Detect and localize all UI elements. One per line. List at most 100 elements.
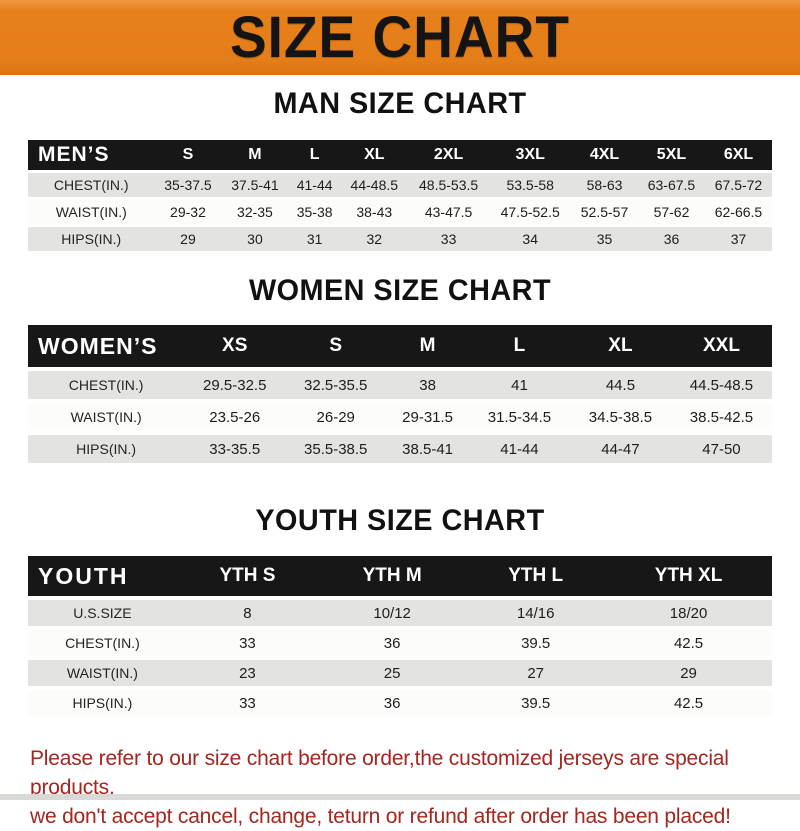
table-corner-label: WOMEN’S — [28, 325, 185, 367]
size-column-header: M — [386, 325, 469, 367]
size-value-cell: 44.5-48.5 — [670, 371, 772, 399]
size-value-cell: 27 — [466, 660, 606, 686]
size-value-cell: 42.5 — [605, 630, 772, 656]
size-column-header: L — [468, 325, 570, 367]
size-column-header: S — [154, 140, 222, 170]
size-value-cell: 44-47 — [569, 435, 671, 463]
size-value-cell: 36 — [637, 227, 705, 251]
size-column-header: YTH L — [466, 556, 606, 596]
size-value-cell: 29.5-32.5 — [184, 371, 286, 399]
size-value-cell: 41 — [468, 371, 570, 399]
size-value-cell: 33 — [176, 630, 319, 656]
row-label: WAIST(IN.) — [28, 660, 177, 686]
size-value-cell: 14/16 — [466, 600, 606, 626]
size-value-cell: 44.5 — [569, 371, 671, 399]
size-value-cell: 53.5-58 — [489, 173, 571, 197]
size-value-cell: 62-66.5 — [704, 200, 772, 224]
table-row: WAIST(IN.) 23 25 27 29 — [28, 660, 772, 686]
size-column-header: XL — [340, 140, 408, 170]
size-column-header: XS — [184, 325, 286, 367]
size-value-cell: 35-38 — [288, 200, 341, 224]
size-column-header: M — [221, 140, 289, 170]
size-value-cell: 38 — [386, 371, 469, 399]
row-label: CHEST(IN.) — [28, 630, 177, 656]
table-row: CHEST(IN.) 33 36 39.5 42.5 — [28, 630, 772, 656]
size-value-cell: 44-48.5 — [340, 173, 408, 197]
size-value-cell: 31.5-34.5 — [468, 403, 570, 431]
table-header-row: YOUTH YTH S YTH M YTH L YTH XL — [28, 556, 772, 596]
size-value-cell: 8 — [176, 600, 319, 626]
youth-size-table: YOUTH YTH S YTH M YTH L YTH XL U.S.SIZE 8 10/12… — [28, 552, 772, 720]
row-label: WAIST(IN.) — [28, 403, 185, 431]
women-section-heading: WOMEN SIZE CHART — [248, 274, 552, 307]
size-value-cell: 29-31.5 — [386, 403, 469, 431]
size-value-cell: 35 — [571, 227, 638, 251]
size-value-cell: 32 — [340, 227, 408, 251]
size-value-cell: 58-63 — [571, 173, 638, 197]
table-row: HIPS(IN.) 29 30 31 32 33 34 35 36 37 — [28, 227, 772, 251]
size-value-cell: 33 — [407, 227, 490, 251]
size-value-cell: 41-44 — [288, 173, 341, 197]
size-value-cell: 32-35 — [221, 200, 289, 224]
size-value-cell: 57-62 — [637, 200, 705, 224]
size-column-header: XL — [569, 325, 671, 367]
size-column-header: YTH XL — [605, 556, 772, 596]
table-row: WAIST(IN.) 23.5-26 26-29 29-31.5 31.5-34.5 34… — [28, 403, 772, 431]
size-value-cell: 36 — [318, 690, 467, 716]
table-row: U.S.SIZE 8 10/12 14/16 18/20 — [28, 600, 772, 626]
size-column-header: YTH M — [318, 556, 467, 596]
size-value-cell: 52.5-57 — [571, 200, 638, 224]
size-column-header: 6XL — [704, 140, 772, 170]
table-header-row: WOMEN’S XS S M L XL XXL — [28, 325, 772, 367]
size-value-cell: 29 — [154, 227, 222, 251]
size-column-header: 2XL — [407, 140, 490, 170]
size-value-cell: 67.5-72 — [704, 173, 772, 197]
size-value-cell: 39.5 — [466, 690, 606, 716]
table-row: CHEST(IN.) 29.5-32.5 32.5-35.5 38 41 44.5 44.5… — [28, 371, 772, 399]
size-column-header: XXL — [670, 325, 772, 367]
size-column-header: YTH S — [176, 556, 319, 596]
size-value-cell: 35.5-38.5 — [285, 435, 387, 463]
size-value-cell: 37.5-41 — [221, 173, 289, 197]
size-value-cell: 41-44 — [468, 435, 570, 463]
size-value-cell: 38.5-41 — [386, 435, 469, 463]
row-label: CHEST(IN.) — [28, 371, 185, 399]
size-column-header: 5XL — [637, 140, 705, 170]
disclaimer-text: Please refer to our size chart before or… — [30, 744, 800, 831]
size-value-cell: 36 — [318, 630, 467, 656]
row-label: WAIST(IN.) — [28, 200, 155, 224]
size-value-cell: 34 — [489, 227, 571, 251]
size-value-cell: 37 — [704, 227, 772, 251]
size-column-header: 3XL — [489, 140, 571, 170]
size-value-cell: 32.5-35.5 — [285, 371, 387, 399]
size-value-cell: 10/12 — [318, 600, 467, 626]
size-value-cell: 35-37.5 — [154, 173, 222, 197]
disclaimer-line-1: Please refer to our size chart before or… — [30, 747, 729, 799]
table-row: WAIST(IN.) 29-32 32-35 35-38 38-43 43-47.5 47.… — [28, 200, 772, 224]
size-column-header: L — [288, 140, 341, 170]
size-value-cell: 42.5 — [605, 690, 772, 716]
table-row: HIPS(IN.) 33 36 39.5 42.5 — [28, 690, 772, 716]
size-value-cell: 48.5-53.5 — [407, 173, 490, 197]
size-chart-banner: SIZE CHART — [0, 0, 800, 75]
bottom-border-strip — [0, 794, 800, 800]
size-value-cell: 31 — [288, 227, 341, 251]
women-size-table: WOMEN’S XS S M L XL XXL CHEST(IN.) 29.5-32.5 32.5… — [28, 321, 772, 467]
disclaimer-line-2: we don't accept cancel, change, teturn o… — [30, 805, 731, 828]
size-value-cell: 63-67.5 — [637, 173, 705, 197]
men-size-table: MEN’S S M L XL 2XL 3XL 4XL 5XL 6XL CHEST(IN.) 35-37… — [28, 137, 772, 254]
size-value-cell: 30 — [221, 227, 289, 251]
row-label: HIPS(IN.) — [28, 227, 155, 251]
size-value-cell: 39.5 — [466, 630, 606, 656]
size-value-cell: 25 — [318, 660, 467, 686]
size-value-cell: 23 — [176, 660, 319, 686]
size-value-cell: 29 — [605, 660, 772, 686]
size-value-cell: 38.5-42.5 — [670, 403, 772, 431]
size-value-cell: 47.5-52.5 — [489, 200, 571, 224]
table-corner-label: MEN’S — [28, 140, 155, 170]
banner-title: SIZE CHART — [230, 4, 570, 70]
size-value-cell: 23.5-26 — [184, 403, 286, 431]
size-column-header: S — [285, 325, 387, 367]
size-value-cell: 33 — [176, 690, 319, 716]
size-value-cell: 47-50 — [670, 435, 772, 463]
